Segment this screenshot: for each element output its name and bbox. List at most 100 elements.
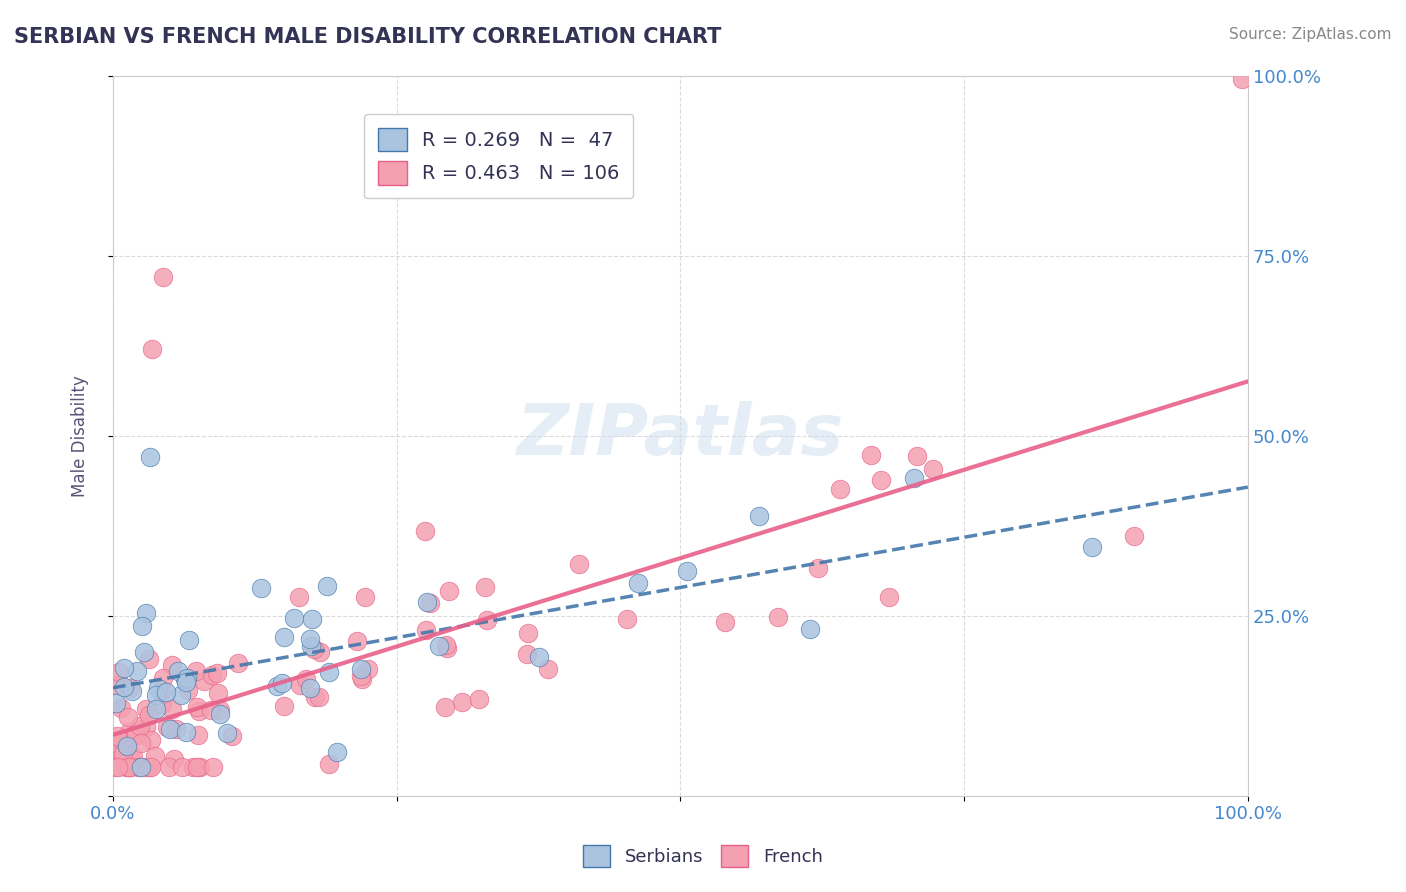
Point [302, 641, 325, 656]
Point [474, 580, 496, 594]
Point [294, 672, 316, 686]
Point [433, 700, 456, 714]
Point [139, 760, 162, 774]
Point [283, 611, 305, 625]
Point [115, 760, 138, 774]
Point [124, 727, 146, 741]
Legend: Serbians, French: Serbians, French [576, 838, 830, 874]
Point [105, 753, 128, 767]
Point [124, 729, 146, 743]
Point [155, 684, 177, 698]
Point [105, 696, 128, 710]
Point [110, 701, 132, 715]
Point [121, 684, 143, 698]
Point [207, 686, 229, 700]
Point [436, 641, 458, 656]
Point [627, 575, 650, 590]
Point [350, 669, 373, 683]
Point [107, 678, 129, 692]
Point [299, 640, 322, 654]
Point [165, 723, 187, 737]
Point [419, 596, 441, 610]
Point [616, 612, 638, 626]
Point [118, 760, 141, 774]
Point [209, 706, 232, 721]
Point [148, 681, 170, 695]
Point [748, 508, 770, 523]
Point [357, 662, 380, 676]
Point [676, 564, 699, 578]
Point [135, 760, 157, 774]
Point [170, 760, 193, 774]
Point [768, 610, 790, 624]
Point [318, 665, 340, 680]
Point [112, 734, 135, 748]
Point [205, 666, 228, 681]
Point [907, 449, 929, 463]
Point [273, 630, 295, 644]
Point [799, 623, 821, 637]
Point [145, 688, 167, 702]
Point [434, 638, 457, 652]
Point [117, 725, 139, 739]
Point [174, 725, 197, 739]
Point [152, 671, 174, 685]
Point [249, 581, 271, 595]
Point [129, 736, 152, 750]
Point [298, 632, 321, 647]
Point [129, 760, 152, 774]
Point [125, 665, 148, 679]
Point [159, 722, 181, 736]
Point [162, 658, 184, 673]
Point [429, 639, 451, 653]
Point [308, 645, 330, 659]
Point [107, 760, 129, 774]
Point [150, 683, 173, 698]
Point [270, 676, 292, 690]
Point [468, 691, 491, 706]
Point [110, 746, 132, 760]
Point [903, 471, 925, 485]
Point [112, 747, 135, 761]
Point [517, 625, 540, 640]
Point [416, 595, 439, 609]
Point [187, 728, 209, 742]
Point [156, 720, 179, 734]
Point [288, 591, 311, 605]
Point [354, 590, 377, 604]
Point [201, 668, 224, 682]
Point [139, 732, 162, 747]
Point [288, 678, 311, 692]
Point [132, 645, 155, 659]
Point [830, 482, 852, 496]
Point [346, 633, 368, 648]
Point [202, 760, 225, 774]
Point [129, 719, 152, 733]
Point [160, 702, 183, 716]
Text: Source: ZipAtlas.com: Source: ZipAtlas.com [1229, 27, 1392, 42]
Point [108, 665, 131, 680]
Point [176, 671, 198, 685]
Point [143, 749, 166, 764]
Point [221, 729, 243, 743]
Point [121, 754, 143, 768]
Point [921, 462, 943, 476]
Point [879, 591, 901, 605]
Point [1081, 540, 1104, 554]
Point [169, 688, 191, 702]
Point [181, 760, 204, 774]
Point [177, 633, 200, 648]
Point [188, 760, 211, 774]
Point [145, 702, 167, 716]
Point [110, 758, 132, 772]
Point [527, 649, 550, 664]
Point [352, 672, 374, 686]
Point [350, 662, 373, 676]
Point [226, 656, 249, 670]
Point [174, 672, 197, 686]
Point [138, 760, 160, 774]
Text: ZIPatlas: ZIPatlas [516, 401, 844, 470]
Point [135, 720, 157, 734]
Point [215, 726, 238, 740]
Point [121, 730, 143, 744]
